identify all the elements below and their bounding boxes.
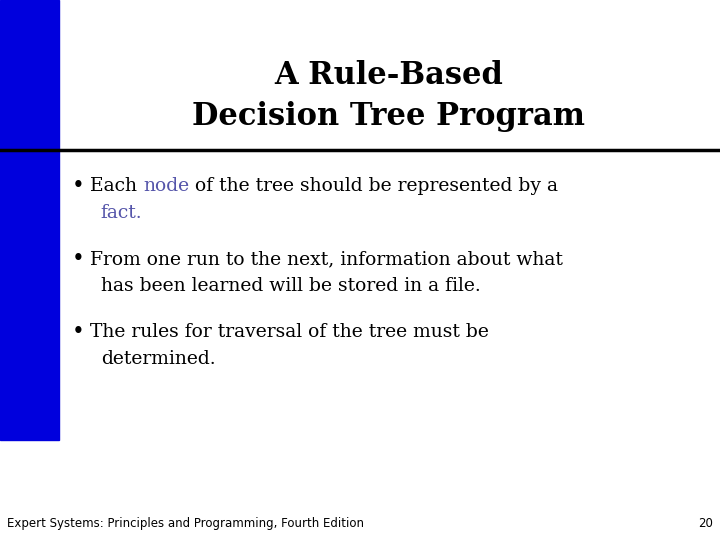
Text: Each: Each xyxy=(90,177,143,195)
Text: •: • xyxy=(71,248,84,270)
Text: Expert Systems: Principles and Programming, Fourth Edition: Expert Systems: Principles and Programmi… xyxy=(7,517,364,530)
Text: From one run to the next, information about what: From one run to the next, information ab… xyxy=(90,250,563,268)
Text: The rules for traversal of the tree must be: The rules for traversal of the tree must… xyxy=(90,323,489,341)
Text: of the tree should be represented by a: of the tree should be represented by a xyxy=(189,177,558,195)
Text: has been learned will be stored in a file.: has been learned will be stored in a fil… xyxy=(101,277,480,295)
Text: fact.: fact. xyxy=(101,204,143,222)
Text: 20: 20 xyxy=(698,517,713,530)
Text: •: • xyxy=(71,321,84,343)
Text: Decision Tree Program: Decision Tree Program xyxy=(192,100,585,132)
Bar xyxy=(0,0,59,440)
Text: •: • xyxy=(71,176,84,197)
Text: A Rule-Based: A Rule-Based xyxy=(274,60,503,91)
Text: determined.: determined. xyxy=(101,350,215,368)
Text: node: node xyxy=(143,177,189,195)
